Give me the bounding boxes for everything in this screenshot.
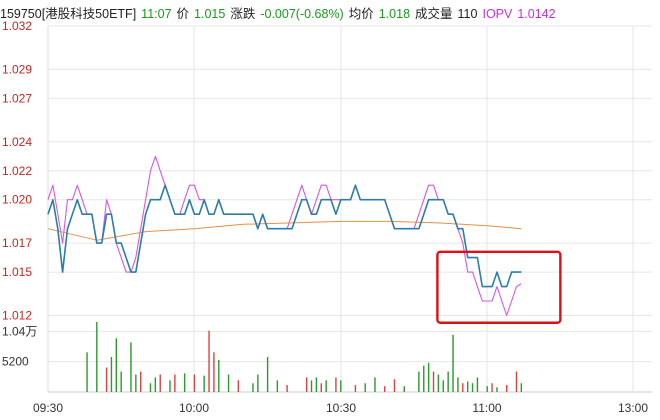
price-value: 1.015 — [194, 7, 226, 21]
time-tick-label: 10:00 — [179, 401, 209, 415]
time-tick-label: 09:30 — [33, 401, 63, 415]
price-tick-label: 1.015 — [2, 265, 32, 279]
price-line — [47, 184, 522, 288]
volume-tick-label: 1.04万 — [2, 324, 37, 338]
price-tick-label: 1.027 — [2, 91, 32, 105]
time-tick-label: 11:00 — [472, 401, 501, 415]
volume-label: 成交量 — [415, 7, 453, 21]
security-code-name: 159750[港股科技50ETF] — [0, 7, 137, 21]
price-axis-labels: 1.032 1.029 1.027 1.024 1.022 1.020 1.017 1.015… — [2, 19, 32, 323]
highlight-annotation — [436, 250, 562, 324]
change-value: -0.007(-0.68%) — [260, 7, 344, 21]
iopv-label: IOPV — [482, 7, 513, 21]
time-tick-label: 10:30 — [326, 401, 356, 415]
avg-price-line — [47, 220, 522, 241]
price-tick-label: 1.012 — [2, 309, 32, 323]
volume-bars — [86, 322, 523, 392]
price-tick-label: 1.017 — [2, 236, 32, 250]
price-tick-label: 1.029 — [2, 62, 32, 76]
chart-grid — [47, 25, 652, 393]
price-lines — [47, 155, 522, 317]
change-label: 涨跌 — [230, 7, 256, 21]
price-label: 价 — [176, 7, 190, 21]
price-tick-label: 1.022 — [2, 164, 32, 178]
highlight-box — [436, 250, 562, 324]
price-tick-label: 1.020 — [2, 193, 32, 207]
iopv-value: 1.0142 — [517, 7, 556, 21]
volume-value: 110 — [457, 7, 478, 21]
volume-axis-labels: 1.04万 5200 — [2, 324, 37, 368]
price-tick-label: 1.024 — [2, 135, 32, 149]
quote-header: 159750[港股科技50ETF] 11:07 价 1.015 涨跌 -0.007(-0.… — [0, 0, 660, 28]
time-value: 11:07 — [141, 7, 172, 21]
volume-tick-label: 5200 — [2, 355, 29, 369]
time-tick-label: 13:00 — [618, 401, 648, 415]
avg-value: 1.018 — [378, 7, 411, 21]
avg-label: 均价 — [348, 7, 374, 21]
time-axis-labels: 09:30 10:00 10:30 11:00 13:00 — [33, 401, 648, 415]
price-tick-label: 1.032 — [2, 19, 32, 33]
